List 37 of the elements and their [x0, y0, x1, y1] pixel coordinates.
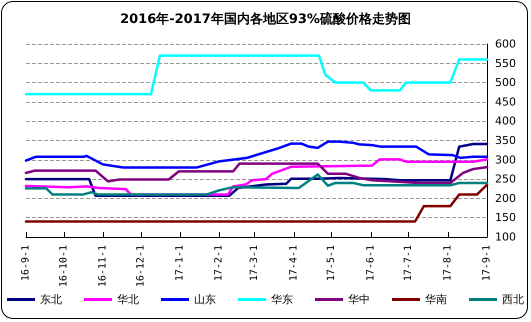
- y-tick-label: 550: [495, 56, 516, 70]
- y-tick-label: 150: [495, 211, 516, 224]
- x-tick-label: 17-5-1: [326, 245, 338, 282]
- legend-label: 华北: [117, 293, 139, 306]
- line-series: [24, 54, 488, 96]
- legend-label: 东北: [40, 293, 62, 306]
- legend-label: 西北: [502, 293, 524, 306]
- y-tick-label: 450: [495, 95, 516, 108]
- legend-label: 华中: [348, 293, 370, 306]
- y-tick-label: 600: [495, 38, 516, 50]
- line-series: [24, 162, 488, 184]
- x-tick-label: 17-9-1: [482, 245, 492, 282]
- line-series: [24, 173, 488, 196]
- line-series: [24, 184, 488, 223]
- legend-label: 山东: [194, 293, 216, 306]
- y-tick-label: 250: [495, 172, 516, 186]
- x-tick-label: 16-10-1: [58, 245, 70, 288]
- x-tick-label: 16-12-1: [135, 245, 146, 288]
- legend-label: 华东: [271, 293, 293, 306]
- y-tick-label: 300: [495, 153, 516, 166]
- y-tick-label: 200: [495, 192, 516, 205]
- y-tick-label: 400: [495, 114, 516, 128]
- x-tick-label: 17-8-1: [442, 245, 454, 282]
- legend-label: 华南: [425, 293, 447, 306]
- x-tick-label: 17-7-1: [403, 245, 414, 282]
- x-tick-label: 17-1-1: [174, 245, 186, 282]
- x-tick-label: 16-11-1: [98, 245, 109, 288]
- x-tick-label: 17-3-1: [249, 245, 260, 282]
- chart-title: 2016年-2017年国内各地区93%硫酸价格走势图: [120, 11, 411, 27]
- x-tick-label: 17-2-1: [214, 245, 225, 282]
- line-series: [24, 140, 488, 169]
- x-tick-label: 17-4-1: [288, 245, 300, 282]
- y-tick-label: 100: [495, 230, 516, 244]
- x-tick-label: 17-6-1: [365, 245, 376, 282]
- x-tick-label: 16-9-1: [20, 245, 32, 282]
- y-tick-label: 350: [495, 134, 516, 147]
- y-tick-label: 500: [495, 76, 516, 90]
